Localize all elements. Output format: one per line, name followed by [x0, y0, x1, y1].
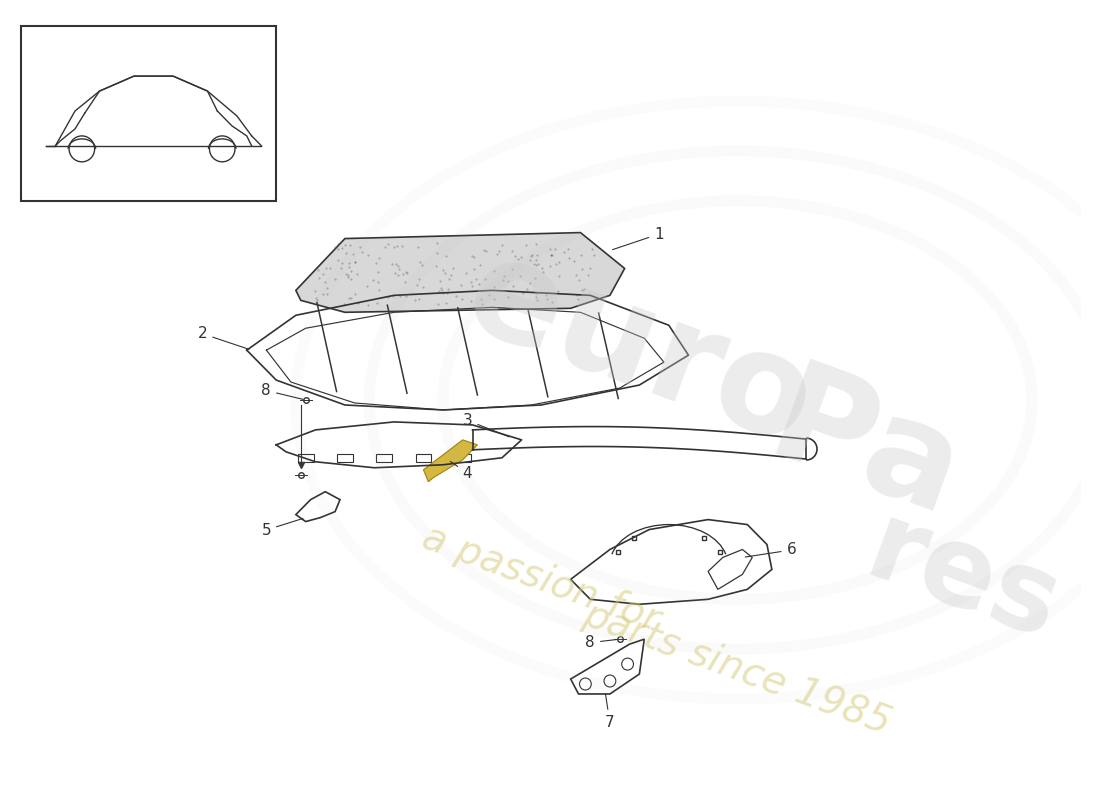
Text: 8: 8 — [585, 635, 617, 650]
Text: 4: 4 — [450, 462, 472, 481]
Polygon shape — [424, 440, 477, 482]
Text: 5: 5 — [262, 518, 303, 538]
Text: res: res — [852, 495, 1074, 663]
Text: 2: 2 — [198, 326, 249, 350]
Bar — [298, 454, 314, 462]
Text: Pa: Pa — [752, 354, 978, 546]
Text: parts since 1985: parts since 1985 — [579, 596, 896, 742]
Text: 8: 8 — [262, 383, 303, 399]
Text: 6: 6 — [745, 542, 796, 558]
Text: 3: 3 — [463, 413, 509, 437]
Bar — [454, 454, 471, 462]
Bar — [416, 454, 431, 462]
Bar — [376, 454, 392, 462]
Bar — [21, 26, 276, 201]
Polygon shape — [296, 233, 625, 312]
Bar — [337, 454, 353, 462]
Text: euro: euro — [449, 226, 830, 474]
Text: a passion for: a passion for — [417, 518, 666, 640]
Text: 7: 7 — [605, 694, 615, 730]
Text: 1: 1 — [613, 226, 663, 250]
